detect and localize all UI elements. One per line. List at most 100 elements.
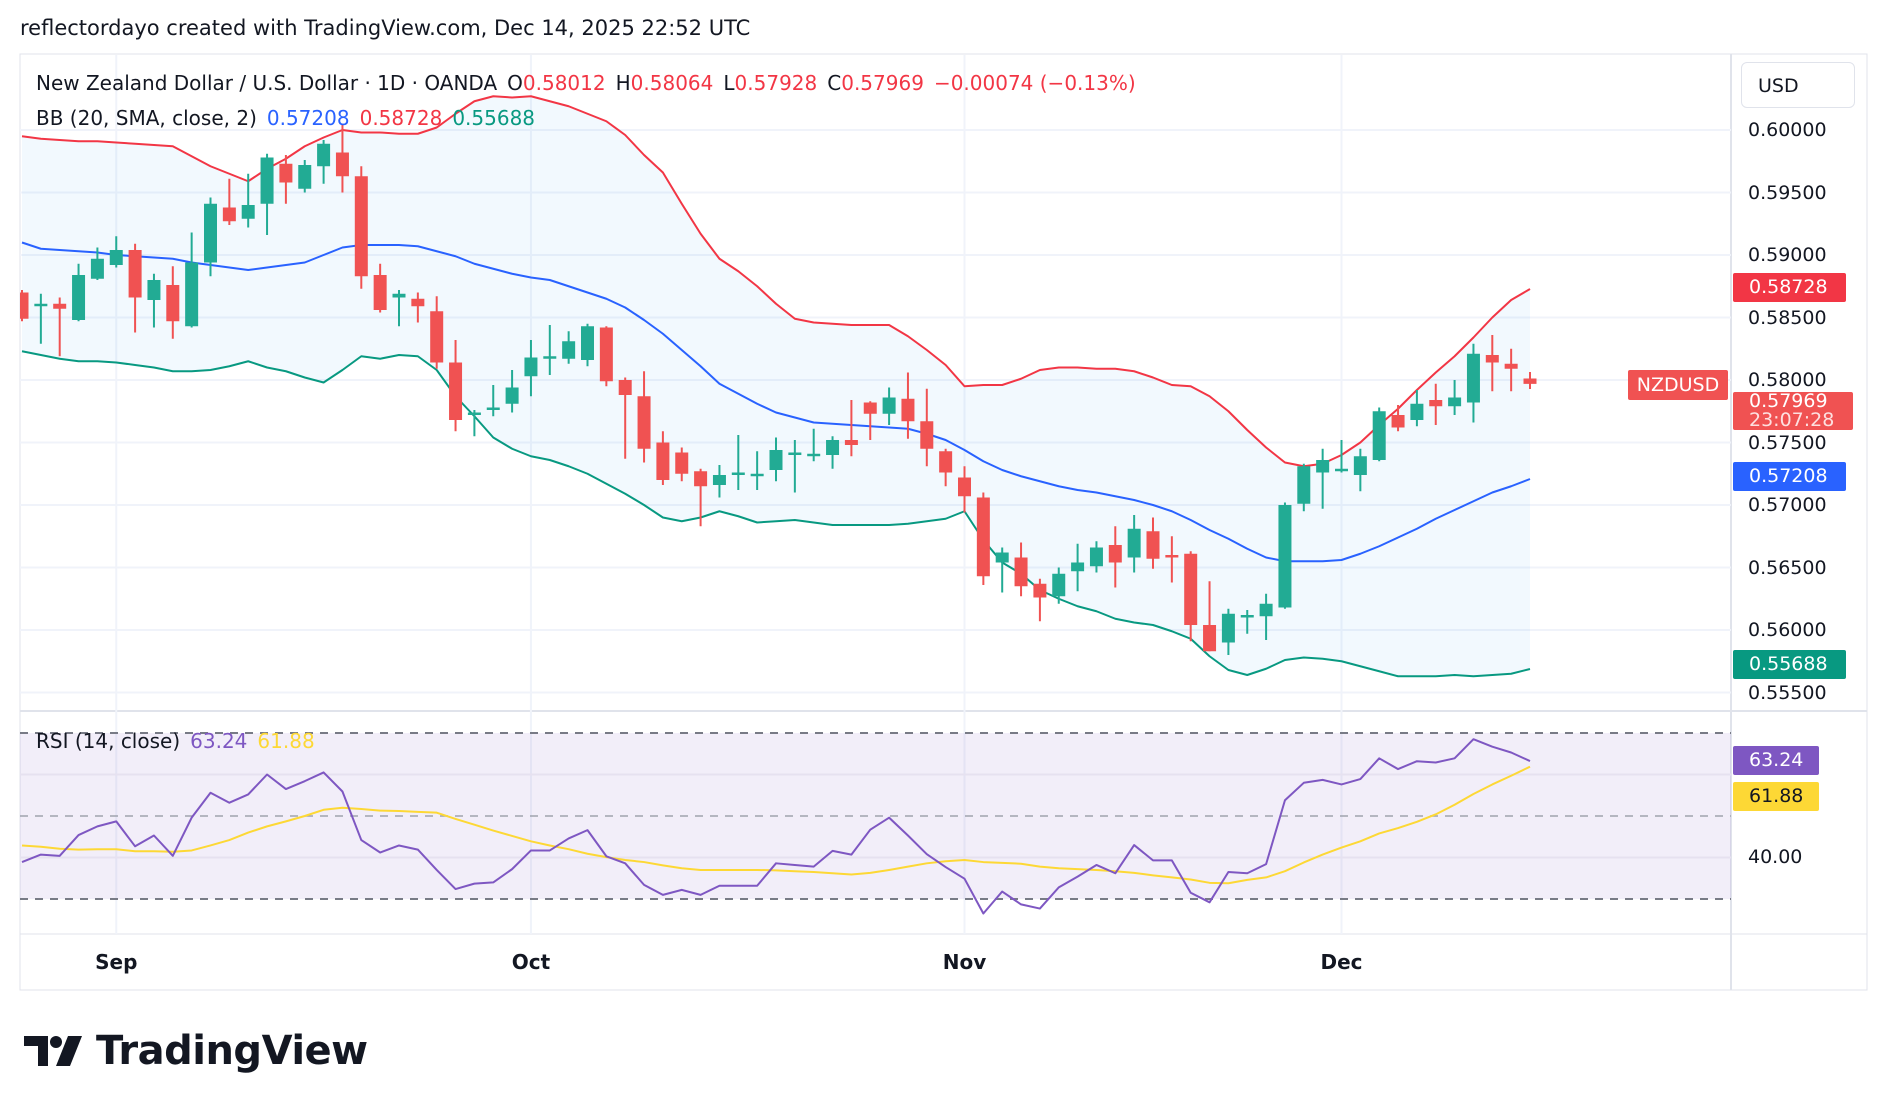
candle: [185, 232, 199, 328]
candle: [1108, 526, 1122, 588]
candle-body: [920, 421, 934, 449]
candle: [901, 372, 915, 439]
last-price-badge: 0.57969 23:07:28: [1733, 392, 1853, 430]
candle: [562, 331, 576, 364]
candle: [1316, 448, 1330, 509]
candle: [1259, 593, 1273, 640]
time-label: Dec: [1320, 950, 1363, 974]
candle-body: [185, 262, 199, 327]
chart-caption: reflectordayo created with TradingView.c…: [20, 16, 751, 40]
tradingview-wordmark: TradingView: [96, 1028, 368, 1074]
candle: [354, 166, 368, 289]
candle: [524, 340, 538, 397]
candle: [505, 370, 519, 413]
candle-body: [109, 250, 123, 265]
candle: [430, 296, 444, 369]
candle: [618, 377, 632, 459]
candle-body: [675, 452, 689, 474]
candle-body: [694, 471, 708, 487]
rsi-value: 63.24: [190, 729, 248, 753]
close-label: C: [827, 71, 842, 95]
candle-body: [317, 143, 331, 167]
candle: [1014, 542, 1028, 597]
candle-body: [241, 205, 255, 219]
candle: [241, 173, 255, 228]
candle: [1429, 383, 1443, 425]
rsi-ma-line: [21, 765, 1531, 885]
candle-body: [939, 451, 953, 473]
candle-body: [1278, 505, 1292, 608]
candle-body: [1485, 355, 1499, 363]
price-tick: 0.60000: [1748, 119, 1827, 141]
tradingview-logo[interactable]: TradingView: [24, 1028, 368, 1074]
symbol-title: New Zealand Dollar / U.S. Dollar · 1D · …: [36, 71, 498, 95]
rsi-title: RSI (14, close): [36, 729, 181, 753]
candle: [769, 437, 783, 482]
bb-basis-value: 0.57208: [266, 106, 350, 130]
candle: [1127, 515, 1141, 573]
candle: [1372, 407, 1386, 462]
bb-legend[interactable]: BB (20, SMA, close, 2) 0.57208 0.58728 0…: [36, 106, 535, 130]
candle: [1448, 380, 1462, 415]
candle: [882, 387, 896, 425]
candle: [1466, 343, 1480, 423]
currency-selector[interactable]: USD: [1741, 62, 1855, 108]
bar-countdown: 23:07:28: [1749, 409, 1835, 431]
candle: [298, 160, 312, 193]
candle-body: [1108, 545, 1122, 563]
candle-body: [637, 396, 651, 449]
candle-body: [788, 452, 802, 455]
candle-body: [1297, 466, 1311, 504]
candle-body: [204, 203, 217, 263]
close-value: 0.57969: [841, 71, 924, 95]
candle: [317, 140, 331, 184]
tradingview-logo-icon: [24, 1036, 82, 1066]
candle-body: [335, 152, 349, 177]
candle-body: [354, 176, 368, 277]
bb-title: BB (20, SMA, close, 2): [36, 106, 257, 130]
candle-body: [449, 362, 463, 420]
price-tick: 0.59000: [1748, 244, 1827, 266]
rsi-pane[interactable]: [20, 732, 1731, 915]
change-value: −0.00074 (−0.13%): [933, 71, 1136, 95]
candle-body: [1089, 547, 1103, 567]
candle-body: [1221, 613, 1235, 643]
candle-body: [1165, 555, 1179, 558]
candle-body: [1316, 460, 1330, 473]
rsi-legend[interactable]: RSI (14, close) 63.24 61.88: [36, 729, 315, 753]
candle: [1297, 463, 1311, 512]
rsi-ma-value: 61.88: [257, 729, 315, 753]
candle: [392, 290, 406, 327]
candle-body: [1429, 400, 1443, 407]
bb-upper-value: 0.58728: [359, 106, 443, 130]
candle: [147, 273, 161, 328]
candle: [53, 297, 67, 357]
candle-body: [1240, 615, 1254, 618]
price-pane[interactable]: [16, 95, 1537, 678]
candle-body: [1259, 603, 1273, 617]
candle-body: [1146, 531, 1160, 559]
candle: [750, 451, 764, 490]
candle: [863, 401, 877, 440]
symbol-legend[interactable]: New Zealand Dollar / U.S. Dollar · 1D · …: [36, 71, 1136, 95]
candle-body: [1504, 363, 1518, 369]
candle: [166, 266, 180, 339]
candle-body: [1014, 557, 1028, 587]
candle-body: [712, 475, 726, 485]
candle-body: [128, 250, 142, 298]
candle-body: [72, 275, 86, 320]
candle-body: [373, 275, 387, 310]
candle-body: [53, 303, 67, 309]
candle: [920, 388, 934, 467]
candle-body: [976, 497, 990, 577]
candle: [411, 292, 425, 323]
candle-body: [1391, 415, 1405, 428]
candle: [1278, 502, 1292, 609]
candle: [1033, 578, 1047, 622]
candle: [844, 400, 858, 457]
rsi-line: [21, 738, 1531, 915]
candle: [599, 326, 613, 387]
candle-body: [166, 285, 180, 322]
candle: [279, 155, 293, 204]
